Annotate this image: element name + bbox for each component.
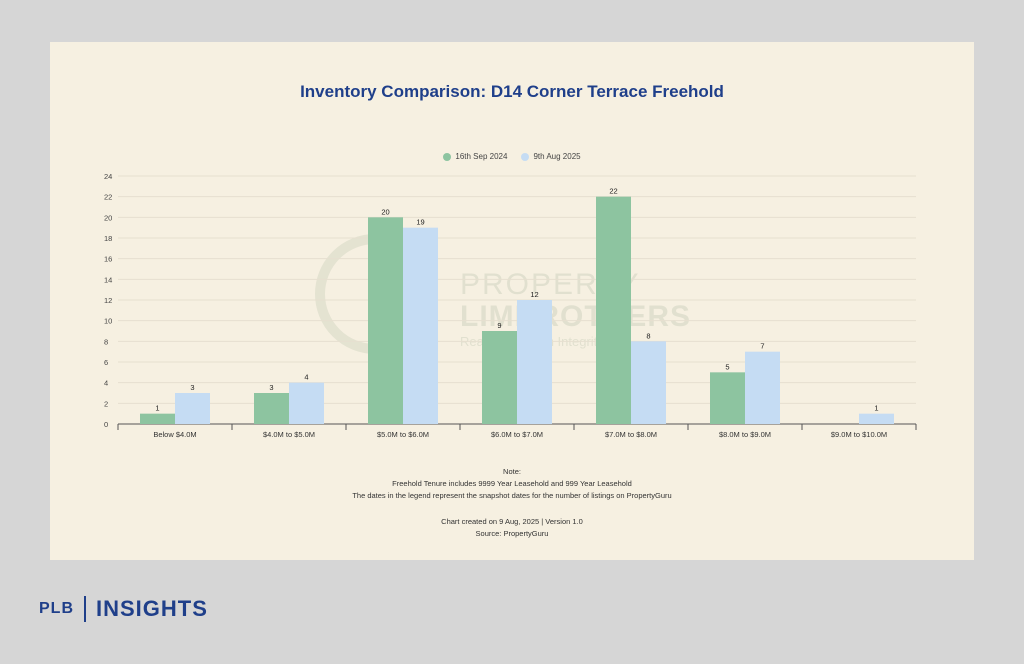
legend-item-series1: 16th Sep 2024	[443, 152, 507, 161]
y-tick-label: 4	[104, 379, 108, 388]
data-label: 1	[874, 404, 878, 413]
legend-swatch-series2	[521, 152, 530, 161]
bar-series2	[289, 382, 324, 424]
bar-series2	[859, 413, 894, 424]
chart-legend: 16th Sep 2024 9th Aug 2025	[50, 152, 974, 161]
bar-series1	[596, 196, 631, 424]
bar-series2	[175, 393, 210, 424]
notes-heading: Note:	[503, 467, 521, 476]
y-tick-label: 0	[104, 420, 108, 429]
data-label: 3	[190, 383, 194, 392]
bar-series1	[482, 331, 517, 424]
y-tick-label: 22	[104, 193, 112, 202]
y-tick-label: 20	[104, 213, 112, 222]
bar-series2	[403, 227, 438, 424]
bar-series2	[745, 351, 780, 424]
chart-source-text: Source: PropertyGuru	[475, 529, 549, 538]
data-label: 19	[416, 218, 424, 227]
data-label: 3	[269, 383, 273, 392]
y-tick-label: 10	[104, 317, 112, 326]
data-label: 7	[760, 342, 764, 351]
bar-series2	[517, 300, 552, 424]
y-tick-label: 16	[104, 255, 112, 264]
bar-series1	[140, 413, 175, 424]
chart-title: Inventory Comparison: D14 Corner Terrace…	[300, 82, 724, 101]
y-tick-label: 14	[104, 275, 112, 284]
x-tick-label: $6.0M to $7.0M	[491, 430, 543, 439]
data-label: 1	[155, 404, 159, 413]
notes-line2: The dates in the legend represent the sn…	[352, 491, 672, 500]
data-label: 5	[725, 362, 729, 371]
notes-line1: Freehold Tenure includes 9999 Year Lease…	[392, 479, 632, 488]
y-tick-label: 18	[104, 234, 112, 243]
legend-label-series1: 16th Sep 2024	[455, 152, 508, 161]
data-label: 22	[609, 187, 617, 196]
x-tick-label: $7.0M to $8.0M	[605, 430, 657, 439]
brand-divider	[84, 596, 86, 622]
data-label: 8	[646, 331, 650, 340]
watermark-line2: LIMBROTHERS	[460, 300, 691, 333]
y-tick-label: 8	[104, 337, 108, 346]
x-tick-label: $4.0M to $5.0M	[263, 430, 315, 439]
data-label: 4	[304, 373, 308, 382]
brand-insights: INSIGHTS	[96, 596, 208, 621]
x-tick-label: $8.0M to $9.0M	[719, 430, 771, 439]
legend-label-series2: 9th Aug 2025	[533, 152, 581, 161]
data-label: 9	[497, 321, 501, 330]
y-tick-label: 6	[104, 358, 108, 367]
bar-series1	[710, 372, 745, 424]
y-tick-label: 24	[104, 172, 112, 181]
legend-item-series2: 9th Aug 2025	[521, 152, 581, 161]
y-tick-label: 2	[104, 399, 108, 408]
chart-card: PROPERTY LIMBROTHERS Real Estate with In…	[50, 42, 974, 560]
chart-notes: Note: Freehold Tenure includes 9999 Year…	[50, 466, 974, 540]
chart-created-text: Chart created on 9 Aug, 2025 | Version 1…	[441, 517, 583, 526]
y-tick-label: 12	[104, 296, 112, 305]
brand-logo: PLB INSIGHTS	[39, 596, 208, 622]
legend-swatch-series1	[443, 152, 452, 161]
x-tick-label: $5.0M to $6.0M	[377, 430, 429, 439]
x-tick-label: $9.0M to $10.0M	[831, 430, 887, 439]
data-label: 12	[530, 290, 538, 299]
bar-series1	[254, 393, 289, 424]
bar-series2	[631, 341, 666, 424]
bar-series1	[368, 217, 403, 424]
data-label: 20	[381, 207, 389, 216]
x-tick-label: Below $4.0M	[153, 430, 196, 439]
brand-plb: PLB	[39, 600, 74, 617]
